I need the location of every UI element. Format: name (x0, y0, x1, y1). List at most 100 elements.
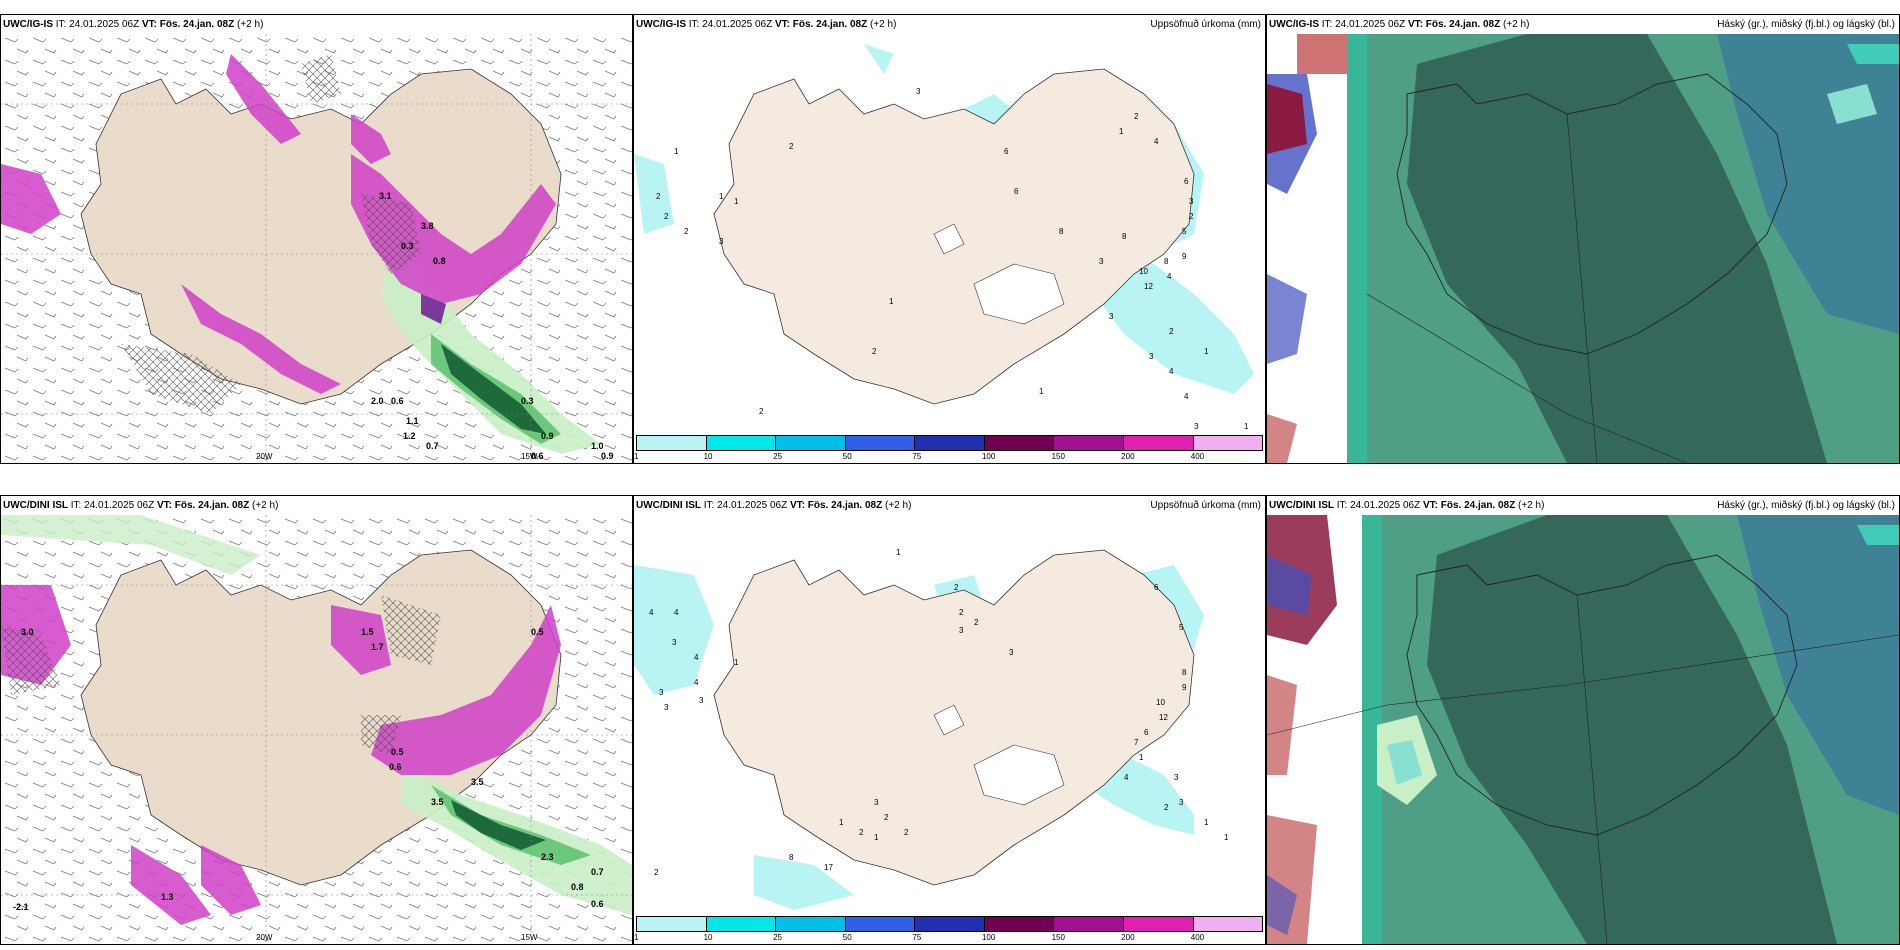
panel-precip-bottom: UWC/DINI ISL IT: 24.01.2025 06Z VT: Fös.… (633, 495, 1266, 945)
svg-text:2: 2 (974, 618, 979, 627)
svg-text:2.3: 2.3 (541, 852, 554, 862)
lon-label: 15W (521, 933, 538, 942)
svg-text:2: 2 (859, 828, 864, 837)
cloud-map (1267, 34, 1899, 463)
svg-text:3: 3 (672, 638, 677, 647)
svg-text:17: 17 (824, 863, 833, 872)
svg-text:4: 4 (1169, 367, 1174, 376)
panel-cloud-bottom: UWC/DINI ISL IT: 24.01.2025 06Z VT: Fös.… (1266, 495, 1900, 945)
panel-header: UWC/DINI ISL IT: 24.01.2025 06Z VT: Fös.… (636, 500, 912, 511)
panel-header: UWC/DINI ISL IT: 24.01.2025 06Z VT: Fös.… (3, 500, 279, 511)
legend-color-bar (636, 916, 1263, 932)
svg-text:0.7: 0.7 (591, 867, 604, 877)
svg-text:1: 1 (719, 192, 724, 201)
svg-text:1: 1 (1119, 127, 1124, 136)
svg-text:8: 8 (1059, 227, 1064, 236)
svg-text:2: 2 (884, 813, 889, 822)
svg-text:2: 2 (954, 583, 959, 592)
svg-text:0.6: 0.6 (531, 451, 544, 461)
svg-text:4: 4 (1154, 137, 1159, 146)
panel-header: UWC/IG-IS IT: 24.01.2025 06Z VT: Fös. 24… (636, 19, 897, 30)
lon-label: 20W (256, 933, 273, 942)
svg-text:4: 4 (1184, 392, 1189, 401)
svg-text:4: 4 (1124, 773, 1129, 782)
svg-text:0.5: 0.5 (391, 747, 404, 757)
precip-title: Uppsöfnuð úrkoma (mm) (1150, 500, 1261, 511)
svg-text:2: 2 (1164, 803, 1169, 812)
cloud-title: Háský (gr.), miðský (fj.bl.) og lágský (… (1717, 19, 1895, 30)
svg-text:0.3: 0.3 (401, 241, 414, 251)
svg-text:0.8: 0.8 (571, 882, 584, 892)
svg-text:3: 3 (1179, 798, 1184, 807)
svg-text:1: 1 (674, 147, 679, 156)
svg-text:0.9: 0.9 (601, 451, 614, 461)
svg-text:7: 7 (1134, 738, 1139, 747)
svg-text:2: 2 (664, 212, 669, 221)
panel-header: UWC/IG-IS IT: 24.01.2025 06Z VT: Fös. 24… (3, 19, 264, 30)
svg-text:1.7: 1.7 (371, 642, 384, 652)
svg-text:1: 1 (839, 818, 844, 827)
precip-legend: 1 10 25 50 75 100 150 200 400 (634, 435, 1265, 463)
svg-text:2: 2 (1169, 327, 1174, 336)
panel-header: UWC/DINI ISL IT: 24.01.2025 06Z VT: Fös.… (1269, 500, 1545, 511)
svg-text:5: 5 (1182, 227, 1187, 236)
svg-text:1.3: 1.3 (161, 892, 174, 902)
panel-temp-top: UWC/IG-IS IT: 24.01.2025 06Z VT: Fös. 24… (0, 14, 633, 464)
svg-text:1: 1 (1204, 818, 1209, 827)
svg-text:1: 1 (1224, 833, 1229, 842)
precip-title: Uppsöfnuð úrkoma (mm) (1150, 19, 1261, 30)
svg-text:6: 6 (1144, 728, 1149, 737)
svg-text:2: 2 (959, 608, 964, 617)
svg-text:3: 3 (699, 696, 704, 705)
svg-text:2: 2 (789, 142, 794, 151)
svg-text:2: 2 (872, 347, 877, 356)
precip-legend: 1 10 25 50 75 100 150 200 400 (634, 916, 1265, 944)
precip-map: 3 1 2 2 2 1 1 3 1 6 6 8 3 2 12 10 8 9 6 … (634, 44, 1254, 431)
svg-text:2: 2 (656, 192, 661, 201)
svg-text:2: 2 (759, 407, 764, 416)
svg-text:2: 2 (654, 868, 659, 877)
svg-text:8: 8 (1122, 232, 1127, 241)
svg-text:3: 3 (1149, 352, 1154, 361)
svg-text:10: 10 (1156, 698, 1165, 707)
svg-text:3: 3 (664, 703, 669, 712)
svg-text:1.0: 1.0 (591, 441, 604, 451)
svg-text:3: 3 (659, 688, 664, 697)
svg-text:1: 1 (1039, 387, 1044, 396)
svg-text:3: 3 (1189, 197, 1194, 206)
svg-text:0.6: 0.6 (391, 396, 404, 406)
svg-text:6: 6 (1154, 583, 1159, 592)
svg-text:1: 1 (734, 658, 739, 667)
svg-text:1.1: 1.1 (406, 416, 419, 426)
svg-text:9: 9 (1182, 252, 1187, 261)
svg-text:6: 6 (1014, 187, 1019, 196)
svg-text:8: 8 (1182, 668, 1187, 677)
svg-text:0.3: 0.3 (521, 396, 534, 406)
svg-text:3: 3 (1109, 312, 1114, 321)
svg-text:5: 5 (1179, 623, 1184, 632)
svg-text:3: 3 (1174, 773, 1179, 782)
svg-text:4: 4 (1167, 272, 1172, 281)
svg-text:-2.1: -2.1 (13, 902, 29, 912)
cloud-map (1267, 515, 1899, 944)
svg-text:3.5: 3.5 (471, 777, 484, 787)
svg-text:4: 4 (694, 678, 699, 687)
svg-text:3: 3 (1009, 648, 1014, 657)
lon-label: 20W (256, 452, 273, 461)
svg-text:1: 1 (889, 297, 894, 306)
precip-map: 1 2 4 4 3 4 3 3 4 3 2 2 3 3 6 5 8 9 10 1… (634, 548, 1229, 910)
svg-text:1.2: 1.2 (403, 431, 416, 441)
svg-text:0.7: 0.7 (426, 441, 439, 451)
svg-text:9: 9 (1182, 683, 1187, 692)
panel-precip-top: UWC/IG-IS IT: 24.01.2025 06Z VT: Fös. 24… (633, 14, 1266, 464)
panel-header: UWC/IG-IS IT: 24.01.2025 06Z VT: Fös. 24… (1269, 19, 1530, 30)
svg-text:2.0: 2.0 (371, 396, 384, 406)
svg-text:3.5: 3.5 (431, 797, 444, 807)
svg-text:2: 2 (1134, 112, 1139, 121)
cloud-title: Háský (gr.), miðský (fj.bl.) og lágský (… (1717, 500, 1895, 511)
svg-text:3.0: 3.0 (21, 627, 34, 637)
svg-text:3: 3 (959, 626, 964, 635)
svg-text:1: 1 (1244, 422, 1249, 431)
svg-text:8: 8 (1164, 257, 1169, 266)
legend-color-bar (636, 435, 1263, 451)
